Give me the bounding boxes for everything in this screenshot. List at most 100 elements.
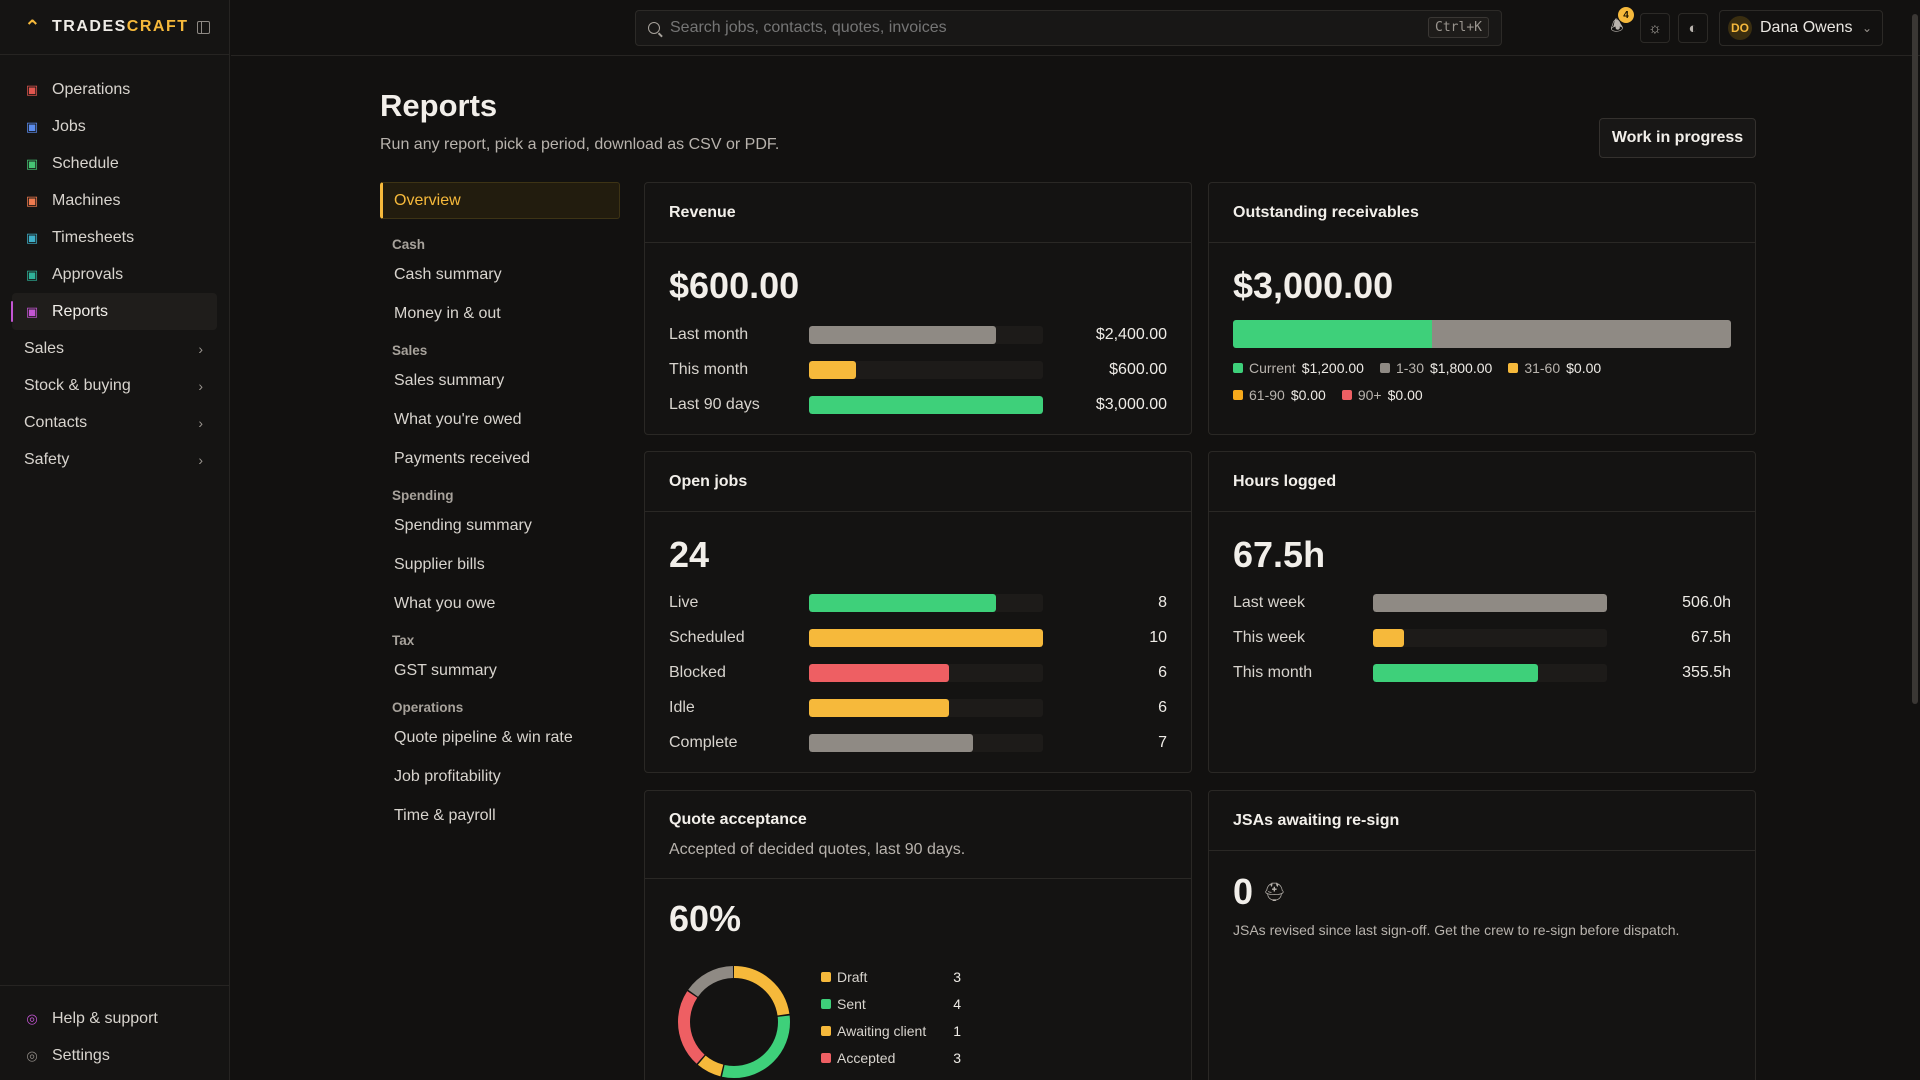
report-nav-gst-summary[interactable]: GST summary: [394, 661, 497, 679]
sidebar-item-operations[interactable]: ▣ Operations: [12, 71, 217, 108]
report-nav-job-profitability[interactable]: Job profitability: [394, 767, 501, 785]
receivables-legend: Current $1,200.00 1-30 $1,800.00 31-60 $0.00: [1233, 360, 1617, 376]
legend-label: 90+: [1357, 387, 1382, 403]
sidebar-item-machines[interactable]: ▣ Machines: [12, 182, 217, 219]
bar-row-complete: Complete 7: [669, 731, 1167, 755]
legend-amount: $0.00: [1387, 387, 1423, 403]
notifications-button[interactable]: 🕭 4: [1602, 7, 1634, 43]
bar-value: 8: [1158, 594, 1167, 611]
open-jobs-card: Open jobs 24 Live 8 Scheduled 10 Blocked 6 Idl…: [644, 451, 1192, 773]
bar-label: Blocked: [669, 664, 726, 681]
report-nav-quote-pipeline-win-rate[interactable]: Quote pipeline & win rate: [394, 728, 573, 746]
bar-label: This month: [1233, 664, 1313, 681]
sidebar-group-stock-buying[interactable]: Stock & buying ›: [12, 367, 217, 404]
bar-track: [809, 396, 1043, 414]
legend-count: 1: [953, 1022, 961, 1039]
chevron-right-icon: ›: [198, 451, 203, 468]
bar-row-scheduled: Scheduled 10: [669, 626, 1167, 650]
sidebar-bottom: ◎ Help & support ◎ Settings: [0, 985, 229, 1080]
sidebar-group-label: Stock & buying: [24, 376, 131, 394]
donut-slice-sent: [678, 966, 790, 1078]
sidebar-item-approvals[interactable]: ▣ Approvals: [12, 256, 217, 293]
search-box[interactable]: Ctrl+K: [635, 10, 1502, 46]
clock-icon: ▣: [25, 229, 39, 245]
sidebar-item-label: Machines: [52, 191, 121, 209]
sidebar-item-timesheets[interactable]: ▣ Timesheets: [12, 219, 217, 256]
page-subtitle: Run any report, pick a period, download …: [380, 136, 780, 153]
search-icon: [648, 22, 660, 34]
report-nav-cash-summary[interactable]: Cash summary: [394, 265, 502, 283]
sidebar-item-reports[interactable]: ▣ Reports: [11, 293, 217, 330]
bar-fill: [809, 594, 997, 612]
report-nav-what-you-owe[interactable]: What you owe: [394, 594, 496, 612]
receivables-card: Outstanding receivables $3,000.00 Curren…: [1208, 182, 1756, 435]
theme-toggle-button[interactable]: ☼: [1640, 13, 1670, 43]
topbar: Ctrl+K 🕭 4 ☼ ◐ DO Dana Owens ⌄: [231, 0, 1920, 704]
report-nav-supplier-bills[interactable]: Supplier bills: [394, 555, 485, 573]
bar-label: Last week: [1233, 594, 1306, 611]
receivables-stacked-bar: [1233, 320, 1731, 348]
legend-item-61-90: 61-90 $0.00: [1233, 387, 1326, 403]
sidebar-group-sales[interactable]: Sales ›: [12, 330, 217, 367]
sidebar-group-safety[interactable]: Safety ›: [12, 441, 217, 478]
sidebar-nav: ▣ Operations ▣ Jobs ▣ Schedule ▣ Machines ▣ Times…: [0, 55, 229, 478]
card-title: Quote acceptance: [645, 791, 1191, 879]
revenue-card: Revenue $600.00 Last month $2,400.00 This …: [644, 182, 1192, 435]
bar-track: [1373, 594, 1607, 612]
legend-count: 3: [953, 1049, 961, 1066]
sidebar-item-label: Approvals: [52, 265, 124, 283]
legend-label: Current: [1249, 360, 1296, 376]
legend-swatch: [821, 1025, 831, 1036]
report-nav-overview[interactable]: Overview: [380, 182, 620, 219]
chevron-down-icon: ⌄: [1861, 21, 1872, 35]
contrast-button[interactable]: ◐: [1678, 13, 1708, 43]
bar-track: [809, 361, 1043, 379]
search-input[interactable]: [670, 19, 1410, 37]
bell-icon: 🕭: [1610, 17, 1624, 35]
report-nav-what-you-re-owed[interactable]: What you're owed: [394, 410, 522, 428]
receivables-legend: 61-90 $0.00 90+ $0.00: [1233, 387, 1439, 403]
legend-label: Sent: [837, 995, 866, 1012]
scrollbar[interactable]: [1912, 14, 1918, 704]
sidebar-item-help-support[interactable]: ◎ Help & support: [12, 1000, 217, 1037]
sidebar-group-label: Safety: [24, 450, 70, 468]
report-nav-time-payroll[interactable]: Time & payroll: [394, 806, 496, 824]
bar-row-blocked: Blocked 6: [669, 661, 1167, 685]
user-menu[interactable]: DO Dana Owens ⌄: [1719, 10, 1883, 46]
legend-label: Accepted: [837, 1049, 896, 1066]
work-in-progress-button[interactable]: Work in progress: [1599, 118, 1756, 158]
report-nav-payments-received[interactable]: Payments received: [394, 449, 531, 467]
legend-swatch: [821, 1052, 831, 1063]
sidebar-item-jobs[interactable]: ▣ Jobs: [12, 108, 217, 145]
bar-label: Scheduled: [669, 629, 745, 646]
sidebar-group-contacts[interactable]: Contacts ›: [12, 404, 217, 441]
report-nav-spending-summary[interactable]: Spending summary: [394, 516, 532, 534]
legend-count: 4: [953, 995, 961, 1012]
brand: ⌃ TRADESCRAFT: [0, 0, 229, 55]
bar-value: 506.0h: [1682, 594, 1731, 611]
report-nav-money-in-out[interactable]: Money in & out: [394, 304, 501, 322]
legend-amount: $1,800.00: [1430, 360, 1493, 376]
legend-label: Draft: [837, 968, 868, 985]
bar-label: Last month: [669, 326, 749, 343]
bar-row-idle: Idle 6: [669, 696, 1167, 720]
bar-label: Complete: [669, 734, 738, 751]
bar-track: [809, 699, 1043, 717]
bar-track: [809, 326, 1043, 344]
briefcase-icon: ▣: [25, 118, 39, 134]
contrast-icon: ◐: [1688, 19, 1698, 37]
sidebar-collapse-icon[interactable]: [196, 20, 210, 34]
bar-row-last-week: Last week 506.0h: [1233, 591, 1731, 615]
report-nav-sales-summary[interactable]: Sales summary: [394, 371, 505, 389]
quote-legend-accepted: Accepted 3: [821, 1044, 961, 1071]
brand-name[interactable]: TRADESCRAFT: [52, 18, 189, 35]
chevrons-up-logo-icon: ⌃: [24, 16, 41, 39]
sidebar-item-settings[interactable]: ◎ Settings: [12, 1037, 217, 1074]
legend-item-current: Current $1,200.00: [1233, 360, 1364, 376]
sidebar-group-label: Sales: [24, 339, 65, 357]
bar-label: This week: [1233, 629, 1306, 646]
gear-icon: ◎: [26, 1047, 38, 1063]
sidebar-item-schedule[interactable]: ▣ Schedule: [12, 145, 217, 182]
bar-label: This month: [669, 361, 749, 378]
card-title: Revenue: [645, 183, 1191, 243]
